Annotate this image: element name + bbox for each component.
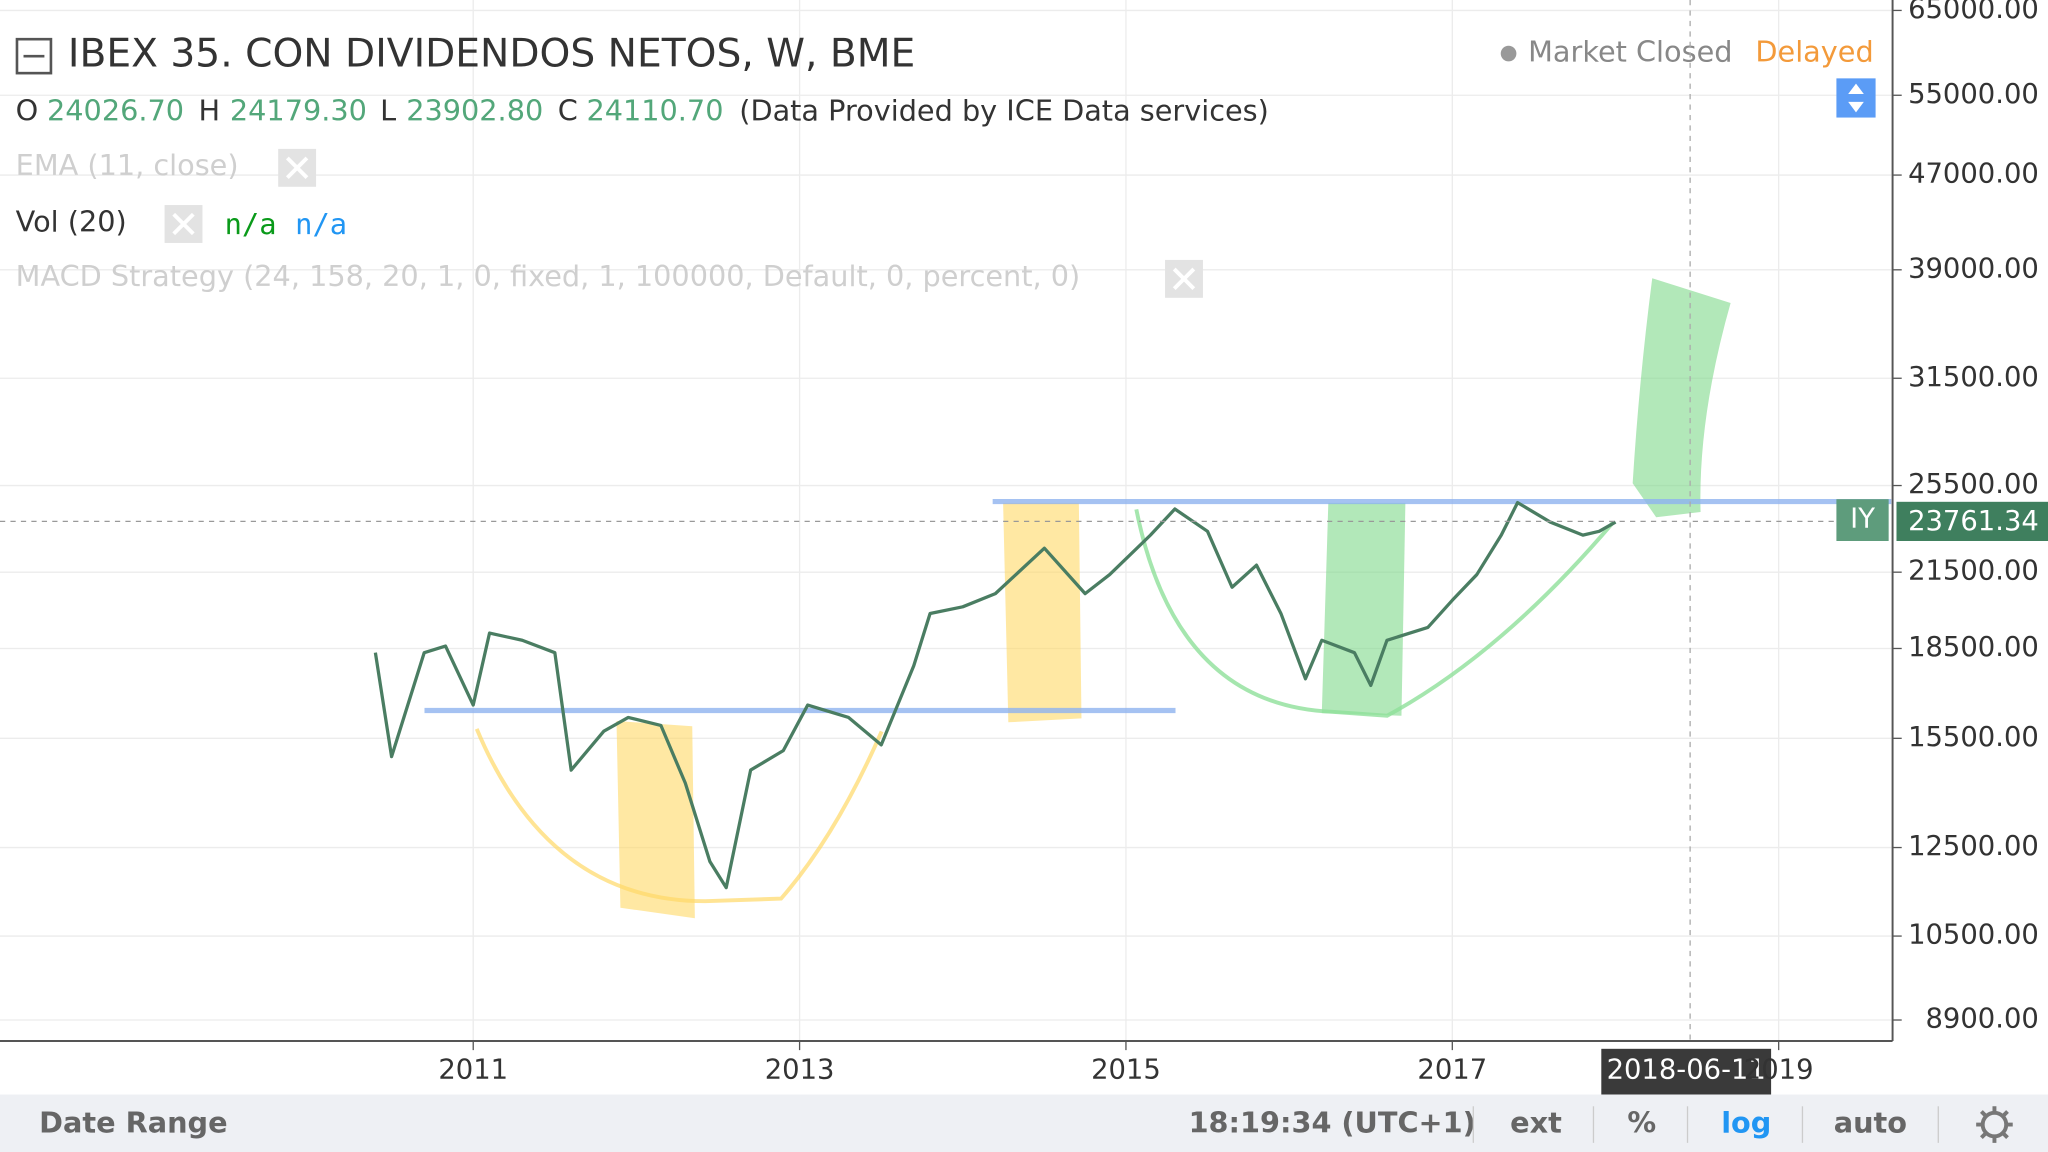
delay-status: Delayed	[1755, 35, 1873, 69]
ohlc-label: L	[380, 93, 396, 127]
ohlc-value: 24179.30	[230, 93, 367, 127]
auto-button[interactable]: auto	[1834, 1106, 1907, 1140]
remove-icon	[285, 156, 309, 180]
overlay: IY 23761.34 2018-06-11	[0, 0, 2048, 1095]
data-source: (Data Provided by ICE Data services)	[739, 93, 1269, 127]
price-line	[373, 500, 1617, 890]
indicator-vol: Vol (20)	[16, 204, 127, 238]
y-tick-label: 8900.00	[1926, 1004, 2039, 1035]
vol-value: n/a	[225, 207, 277, 241]
x-tick-label: 2015	[1091, 1055, 1161, 1086]
y-tick-label: 21500.00	[1908, 556, 2039, 587]
scale-button-icon	[1848, 83, 1864, 113]
highlight	[1321, 502, 1406, 716]
highlight	[616, 720, 695, 919]
chart-title: IBEX 35. CON DIVIDENDOS NETOS, W, BME	[68, 32, 915, 77]
symbol-badge	[1836, 499, 1889, 541]
price-badge	[1896, 501, 2048, 541]
ohlc-label: C	[558, 93, 578, 127]
plot	[373, 500, 1617, 890]
price-badge-label: 23761.34	[1908, 506, 2039, 537]
collapse-icon[interactable]	[15, 37, 53, 75]
y-tick-label: 12500.00	[1908, 831, 2039, 862]
market-status: Market Closed	[1528, 35, 1732, 69]
symbol-badge-label: IY	[1850, 504, 1875, 535]
status-dot	[1500, 45, 1517, 62]
percent-button[interactable]: %	[1627, 1106, 1656, 1140]
y-tick-label: 15500.00	[1908, 722, 2039, 753]
y-tick-label: 55000.00	[1908, 79, 2039, 110]
remove-icon	[172, 212, 195, 236]
settings-button[interactable]	[1976, 1106, 2013, 1143]
date-range-button[interactable]: Date Range	[39, 1106, 227, 1140]
highlight	[1003, 502, 1082, 723]
x-tick-label: 2013	[765, 1055, 835, 1086]
y-tick-label: 65000.00	[1908, 0, 2039, 25]
ohlc-label: O	[16, 93, 39, 127]
ohlc-value: 23902.80	[406, 93, 543, 127]
ohlc-value: 24110.70	[586, 93, 723, 127]
log-button[interactable]: log	[1721, 1106, 1771, 1140]
y-tick-label: 10500.00	[1908, 920, 2039, 951]
indicator-ema: EMA (11, close)	[16, 148, 239, 182]
y-tick-label: 18500.00	[1908, 632, 2039, 663]
x-tick-label: 2017	[1417, 1055, 1487, 1086]
ohlc-value: 24026.70	[47, 93, 184, 127]
sketch-curve	[1134, 509, 1615, 718]
ohlc-label: H	[199, 93, 221, 127]
date-badge	[1601, 1048, 1772, 1095]
indicator-macd: MACD Strategy (24, 158, 20, 1, 0, fixed,…	[16, 259, 1081, 293]
ext-button[interactable]: ext	[1510, 1106, 1562, 1140]
vol-ma-value: n/a	[295, 207, 347, 241]
clock: 18:19:34 (UTC+1)	[1189, 1106, 1476, 1140]
annotations	[424, 278, 1892, 919]
remove-icon	[1172, 267, 1196, 291]
y-tick-label: 31500.00	[1908, 362, 2039, 393]
x-tick-label: 2011	[438, 1055, 508, 1086]
grid	[0, 0, 1892, 1041]
sketch-curve	[474, 728, 884, 904]
y-tick-label: 47000.00	[1908, 159, 2039, 190]
x-tick-label: 2019	[1744, 1055, 1814, 1086]
date-badge-label: 2018-06-11	[1607, 1055, 1766, 1086]
toolbar	[0, 1094, 2048, 1152]
y-tick-label: 39000.00	[1908, 253, 2039, 284]
highlight	[1632, 278, 1731, 518]
y-tick-label: 25500.00	[1908, 469, 2039, 500]
